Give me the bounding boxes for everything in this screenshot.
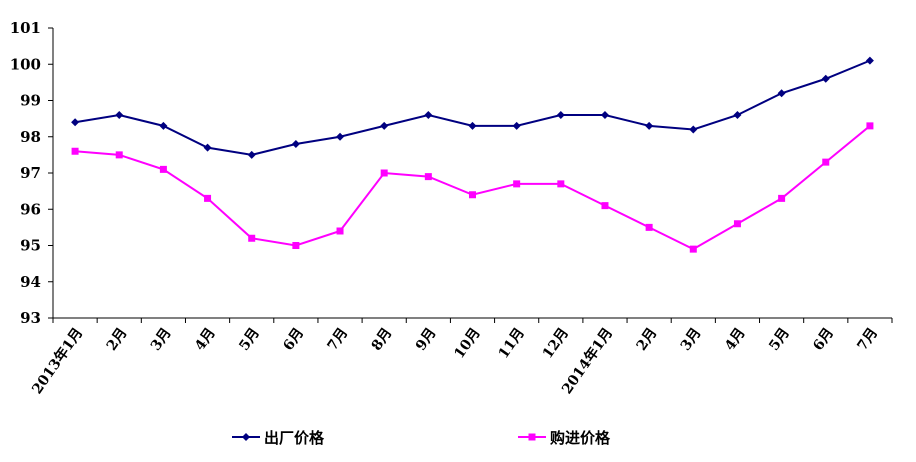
legend-label: 购进价格 <box>550 429 611 447</box>
data-point <box>821 74 830 83</box>
data-point <box>336 227 344 235</box>
data-point <box>424 173 432 181</box>
x-tick-label: 10月 <box>451 325 483 362</box>
y-tick-label: 98 <box>20 128 41 146</box>
data-point <box>292 242 300 249</box>
data-point <box>380 121 389 130</box>
y-tick-label: 99 <box>20 92 41 110</box>
series-line <box>74 59 871 156</box>
y-axis-ticks: 93 94 95 96 97 98 99 100 101 <box>10 19 53 327</box>
x-tick-label: 3月 <box>148 325 175 354</box>
legend-marker <box>528 433 536 441</box>
y-tick-label: 94 <box>20 273 41 291</box>
data-point <box>689 125 698 134</box>
x-tick-label: 5月 <box>236 325 263 354</box>
data-point <box>71 118 80 127</box>
legend-marker <box>242 433 250 441</box>
data-point <box>778 194 786 202</box>
series-line <box>74 125 871 251</box>
data-point <box>336 132 345 141</box>
x-tick-label: 12月 <box>540 325 572 362</box>
data-point <box>248 234 256 242</box>
x-tick-label: 9月 <box>413 325 440 354</box>
data-point <box>468 121 477 130</box>
y-tick-label: 96 <box>20 200 41 218</box>
data-point <box>204 194 212 202</box>
data-point <box>115 111 124 119</box>
x-tick-label: 7月 <box>325 325 352 354</box>
x-tick-label: 5月 <box>766 325 793 354</box>
data-point <box>115 151 123 159</box>
x-tick-label: 8月 <box>369 325 396 354</box>
data-point <box>380 169 388 177</box>
data-point <box>866 122 874 130</box>
y-tick-label: 95 <box>20 237 41 255</box>
data-point <box>159 165 167 173</box>
legend-item: 购进价格 <box>518 429 611 447</box>
data-point <box>556 111 565 119</box>
x-tick-label: 11月 <box>496 325 528 362</box>
data-point <box>645 121 654 130</box>
data-point <box>512 121 521 130</box>
y-tick-label: 93 <box>20 309 41 327</box>
data-point <box>513 180 521 188</box>
y-tick-label: 100 <box>10 55 41 73</box>
series-1 <box>71 56 874 159</box>
data-point <box>645 223 653 231</box>
data-point <box>71 147 79 155</box>
data-point <box>689 245 697 253</box>
data-point <box>777 89 786 98</box>
data-point <box>247 150 256 159</box>
x-tick-label: 4月 <box>722 325 749 354</box>
data-point <box>557 180 565 188</box>
x-tick-label: 7月 <box>854 325 881 354</box>
y-tick-label: 97 <box>20 164 41 182</box>
x-tick-label: 4月 <box>192 325 219 354</box>
data-point <box>600 111 609 119</box>
x-tick-label: 6月 <box>810 325 837 354</box>
data-point <box>203 143 212 152</box>
legend-label: 出厂价格 <box>264 429 325 447</box>
data-point <box>469 191 476 199</box>
data-point <box>822 158 830 166</box>
data-point <box>424 111 433 119</box>
legend: 出厂价格 购进价格 <box>232 429 611 447</box>
axes <box>52 28 892 319</box>
series-layer <box>71 56 874 253</box>
data-point <box>601 202 609 210</box>
data-point <box>291 140 300 148</box>
data-point <box>865 56 874 65</box>
data-point <box>733 220 741 228</box>
y-tick-label: 101 <box>10 19 41 37</box>
x-tick-label: 6月 <box>280 325 307 354</box>
x-tick-label: 2月 <box>104 325 131 354</box>
x-tick-label: 2月 <box>634 325 661 354</box>
legend-item: 出厂价格 <box>232 429 325 447</box>
x-tick-label: 3月 <box>678 325 705 354</box>
data-point <box>733 111 742 119</box>
series-2 <box>71 122 874 253</box>
data-point <box>159 121 168 130</box>
x-tick-label: 2013年1月 <box>28 325 86 398</box>
